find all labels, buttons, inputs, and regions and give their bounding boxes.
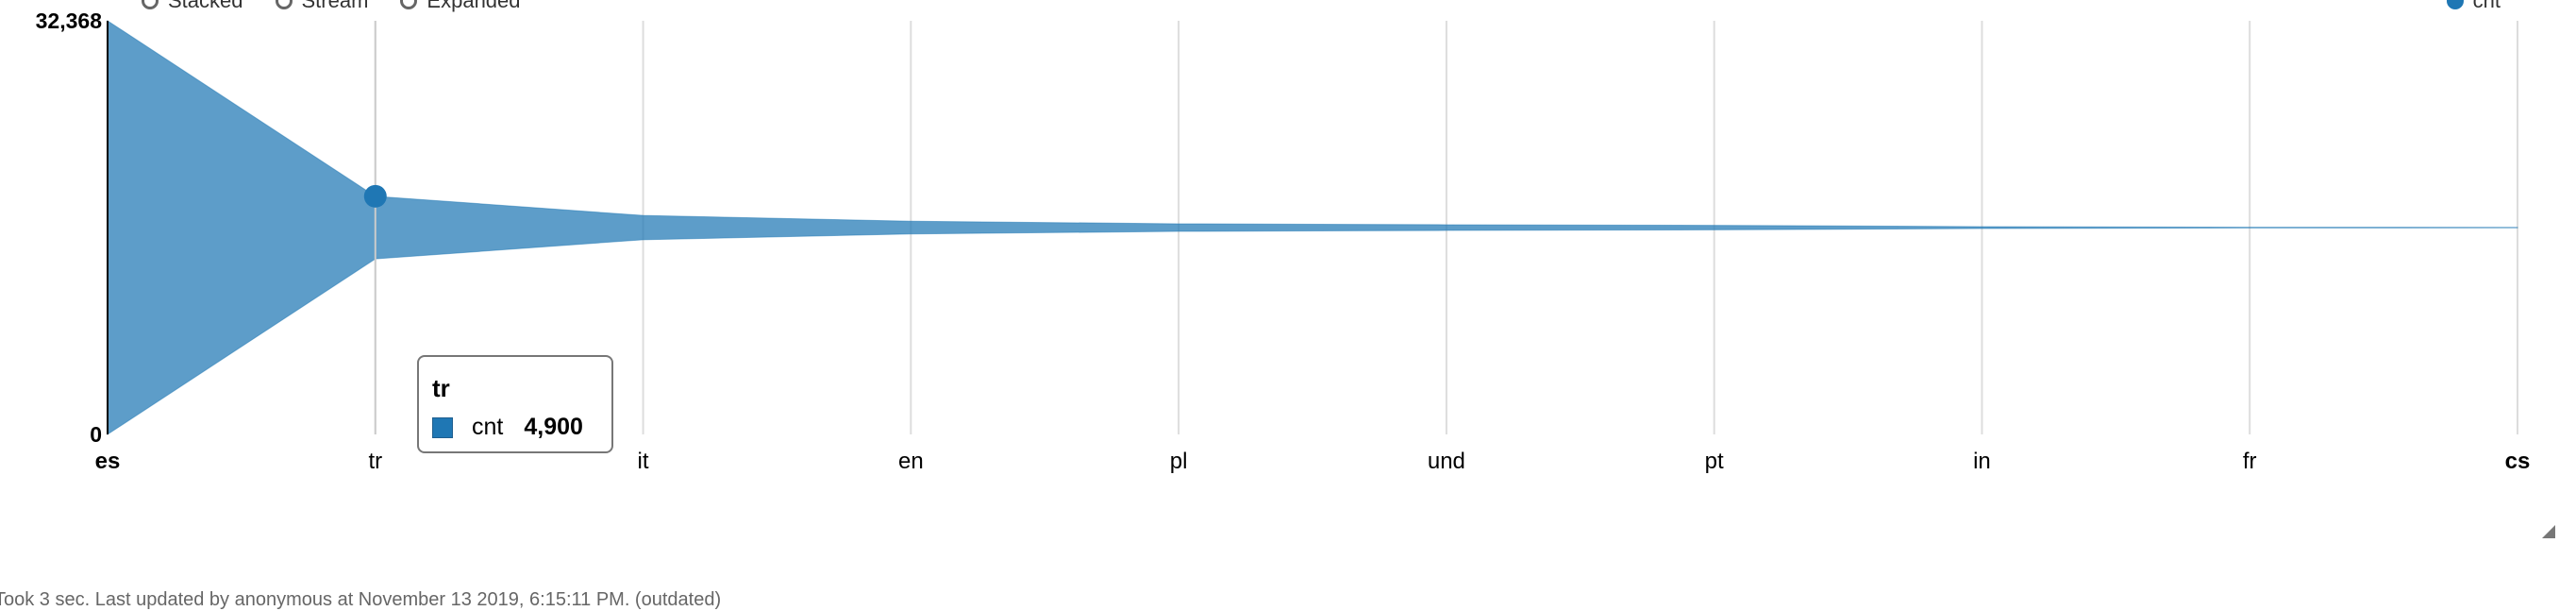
x-tick-label: cs: [2505, 449, 2531, 474]
mode-stacked-label: Stacked: [168, 0, 243, 12]
hover-point-marker: [363, 184, 387, 208]
x-tick-label: es: [95, 449, 121, 474]
series-dot-icon[interactable]: [2446, 0, 2464, 9]
radio-icon[interactable]: [142, 0, 159, 9]
tooltip-category: tr: [432, 374, 450, 402]
x-tick-label: it: [638, 449, 649, 474]
series-legend[interactable]: cnt: [2446, 0, 2501, 13]
x-tick-label: fr: [2243, 449, 2257, 474]
footer-status: Took 3 sec. Last updated by anonymous at…: [0, 589, 722, 610]
y-tick-label: 0: [90, 422, 102, 447]
y-tick-label: 32,368: [36, 8, 103, 33]
mode-expanded-label: Expanded: [427, 0, 521, 12]
radio-icon[interactable]: [400, 0, 418, 9]
x-tick-label: in: [1973, 449, 1991, 474]
mode-stream-option[interactable]: Stream: [275, 0, 369, 13]
x-tick-label: pt: [1705, 449, 1724, 474]
stream-area-cnt: [107, 20, 2518, 435]
resize-handle-icon[interactable]: [2542, 525, 2555, 538]
x-tick-label: pl: [1170, 449, 1188, 474]
mode-expanded-option[interactable]: Expanded: [400, 0, 521, 13]
chart-mode-legend: Stacked Stream Expanded: [142, 0, 521, 13]
tooltip-row: cnt 4,900: [432, 414, 598, 441]
x-tick-label: und: [1428, 449, 1465, 474]
x-tick-label: tr: [368, 449, 382, 474]
radio-icon[interactable]: [275, 0, 293, 9]
x-tick-label: en: [898, 449, 924, 474]
tooltip-value: 4,900: [524, 414, 583, 440]
tooltip-series-name: cnt: [472, 414, 504, 440]
chart-tooltip: tr cnt 4,900: [417, 355, 613, 453]
mode-stacked-option[interactable]: Stacked: [142, 0, 243, 13]
series-legend-label: cnt: [2472, 0, 2501, 12]
tooltip-swatch-icon: [432, 416, 453, 438]
mode-stream-label: Stream: [301, 0, 369, 12]
